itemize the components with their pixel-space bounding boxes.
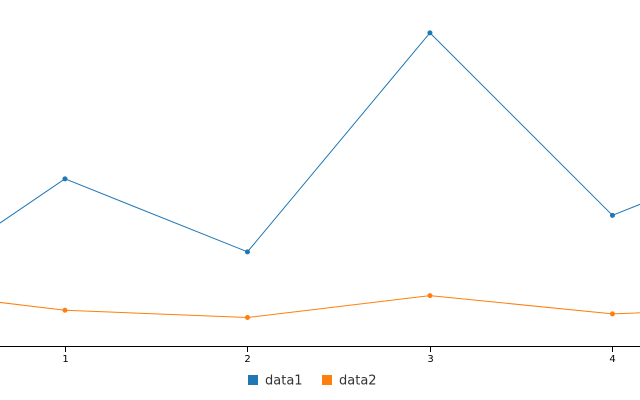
legend-label: data1 <box>265 374 303 389</box>
data-point <box>609 311 615 317</box>
data-point <box>427 293 433 299</box>
legend-swatch <box>322 375 332 385</box>
x-tick-label: 3 <box>427 354 433 365</box>
data-point <box>62 176 68 182</box>
series-line <box>0 295 640 319</box>
x-tick-label: 4 <box>609 354 615 365</box>
legend-label: data2 <box>339 374 377 389</box>
data-point <box>244 249 250 255</box>
data-point <box>427 30 433 36</box>
legend-swatch <box>248 375 258 385</box>
data-point <box>244 315 250 321</box>
x-tick-label: 1 <box>62 354 68 365</box>
x-tick-label: 2 <box>244 354 250 365</box>
data-point <box>62 307 68 313</box>
series-line <box>0 32 640 253</box>
plot-area <box>0 30 640 321</box>
data-point <box>609 212 615 218</box>
